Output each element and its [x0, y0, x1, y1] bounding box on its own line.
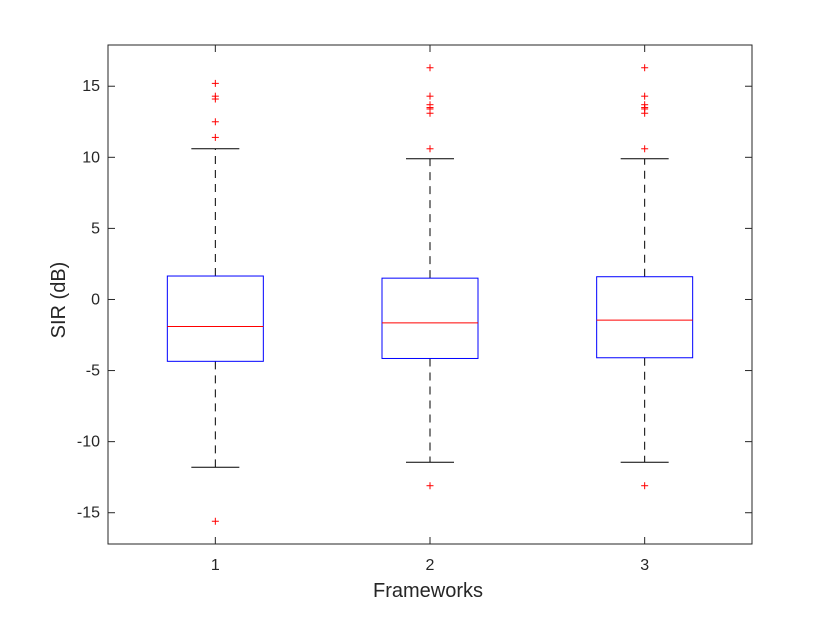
- outlier-marker: [211, 95, 219, 103]
- axis-ticks: -15 -10 -5 0 5 10 15 1 2 3: [77, 45, 752, 574]
- plot-frame: [107, 44, 753, 545]
- y-tick-label: 0: [91, 291, 100, 308]
- iqr-box: [166, 275, 264, 362]
- x-tick-label: 3: [640, 557, 649, 574]
- y-tick-label: 15: [82, 78, 100, 95]
- outlier-marker: [641, 92, 649, 100]
- y-tick-label: -15: [77, 505, 100, 522]
- box-group-1: [166, 79, 264, 525]
- outlier-marker: [211, 517, 219, 525]
- outlier-marker: [641, 109, 649, 117]
- iqr-box: [381, 277, 479, 359]
- x-axis-label: Frameworks: [373, 580, 483, 602]
- y-tick-label: 10: [82, 149, 100, 166]
- x-tick-label: 1: [211, 557, 220, 574]
- y-tick-label: -10: [77, 434, 100, 451]
- box-group-3: [596, 64, 694, 490]
- x-tick-label: 2: [426, 557, 435, 574]
- outlier-marker: [211, 118, 219, 126]
- outlier-marker: [426, 109, 434, 117]
- outlier-marker: [426, 64, 434, 72]
- outlier-marker: [641, 482, 649, 490]
- y-tick-label: 5: [91, 220, 100, 237]
- outlier-marker: [211, 133, 219, 141]
- axes-frame: [107, 44, 753, 545]
- outlier-marker: [211, 79, 219, 87]
- box-group-2: [381, 64, 479, 490]
- y-tick-label: -5: [86, 363, 100, 380]
- outlier-marker: [641, 64, 649, 72]
- box-series: [166, 64, 694, 525]
- outlier-marker: [426, 145, 434, 153]
- iqr-box: [596, 276, 694, 359]
- outlier-marker: [641, 145, 649, 153]
- y-axis-label: SIR (dB): [48, 262, 70, 339]
- outlier-marker: [426, 92, 434, 100]
- outlier-marker: [426, 482, 434, 490]
